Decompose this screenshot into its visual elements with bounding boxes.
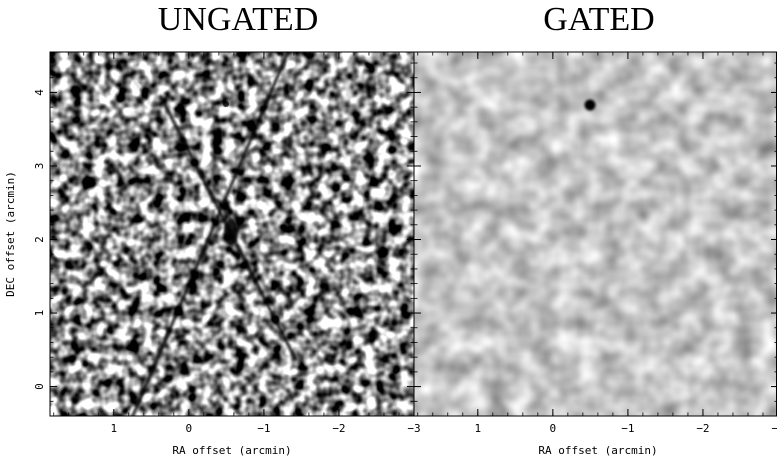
ungated-y-ticks: 0 1 2 3 4 bbox=[33, 62, 414, 417]
y-tick-label: 3 bbox=[33, 163, 46, 170]
panel-title-ungated: UNGATED bbox=[158, 1, 319, 38]
x-tick-label: −2 bbox=[332, 422, 345, 435]
y-tick-label: 0 bbox=[33, 383, 46, 390]
x-tick-label: −3 bbox=[771, 422, 777, 435]
x-tick-label: 0 bbox=[550, 422, 557, 435]
gated-x-ticks: 1 0 −1 −2 −3 bbox=[417, 52, 777, 435]
ungated-bright-source bbox=[224, 218, 238, 246]
x-tick-label: 1 bbox=[474, 422, 481, 435]
gated-xlabel: RA offset (arcmin) bbox=[538, 444, 657, 457]
gated-pulsar-source bbox=[584, 99, 596, 111]
panel-gated bbox=[414, 52, 777, 416]
streak-3 bbox=[119, 59, 361, 406]
ungated-ylabel: DEC offset (arcmin) bbox=[4, 171, 17, 297]
x-tick-label: −1 bbox=[621, 422, 634, 435]
y-tick-label: 4 bbox=[33, 89, 46, 96]
streak-1 bbox=[131, 52, 290, 416]
gated-y-ticks bbox=[414, 62, 777, 417]
panel-ungated bbox=[50, 52, 414, 416]
panel-title-gated: GATED bbox=[543, 1, 654, 38]
gated-noise-image bbox=[414, 52, 777, 416]
x-tick-label: 0 bbox=[186, 422, 193, 435]
x-tick-label: 1 bbox=[110, 422, 117, 435]
ungated-faint-source bbox=[223, 101, 229, 107]
y-tick-label: 2 bbox=[33, 236, 46, 243]
streak-4 bbox=[94, 169, 401, 301]
y-tick-label: 1 bbox=[33, 310, 46, 317]
x-tick-label: −2 bbox=[696, 422, 709, 435]
x-tick-label: −3 bbox=[407, 422, 420, 435]
x-tick-label: −1 bbox=[257, 422, 270, 435]
ungated-xlabel: RA offset (arcmin) bbox=[172, 444, 291, 457]
ungated-x-ticks: 1 0 −1 −2 −3 bbox=[53, 52, 421, 435]
